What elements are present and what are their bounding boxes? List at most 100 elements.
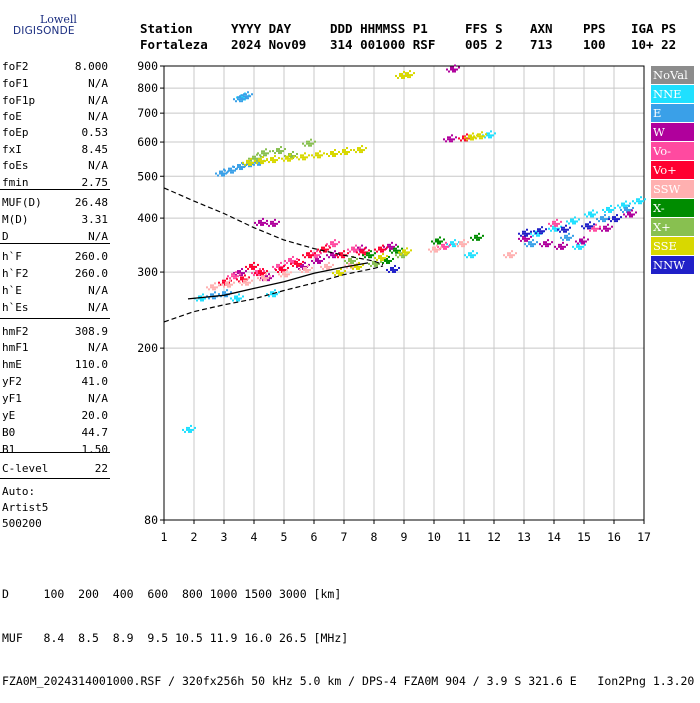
param-label: h`F2 (2, 267, 29, 280)
param-hme: hmE 110.0 (2, 358, 108, 372)
header-line1-field-3: FFS S (465, 21, 503, 36)
data-point-w (233, 268, 247, 277)
param-value: 44.7 (81, 426, 109, 439)
y-tick-label: 300 (137, 265, 158, 279)
data-point-nne (230, 293, 244, 302)
data-point-vo- (254, 268, 268, 277)
data-point-nnw (581, 221, 595, 230)
data-point-vo- (326, 239, 340, 248)
param-fof1p: foF1p N/A (2, 94, 108, 108)
x-tick-label: 9 (401, 530, 408, 544)
param-divider (0, 243, 110, 244)
data-point-sse (332, 268, 346, 277)
param-fof1: foF1 N/A (2, 77, 108, 91)
x-tick-label: 17 (637, 530, 651, 544)
legend-x-: X+ (651, 218, 694, 236)
model-profile-lower (163, 265, 384, 323)
data-point-w (518, 233, 532, 242)
param-value: 2.75 (81, 176, 109, 189)
data-point-sse (296, 152, 310, 161)
param-value: 3.31 (81, 213, 109, 226)
x-tick-label: 3 (221, 530, 228, 544)
param-h-f2: h`F2 260.0 (2, 267, 108, 281)
param-value: 41.0 (81, 375, 109, 388)
legend-noval: NoVal (651, 66, 694, 84)
data-point-x- (257, 148, 271, 157)
data-point-nne (566, 216, 580, 225)
x-tick-label: 8 (371, 530, 378, 544)
data-point-sse (311, 150, 325, 159)
header-line2-field-5: 100 (583, 37, 606, 52)
data-point-w (623, 209, 637, 218)
param-label: hmE (2, 358, 22, 371)
legend-ssw: SSW (651, 180, 694, 198)
logo-digisonde: DIGISONDE (13, 25, 75, 37)
param-value: 8.000 (74, 60, 108, 73)
header-line1-field-5: PPS (583, 21, 606, 36)
data-point-ssw (428, 244, 442, 253)
data-point-vo- (374, 244, 388, 253)
param-label: hmF1 (2, 341, 29, 354)
data-point-x- (362, 250, 376, 259)
param-value: 8.45 (81, 143, 109, 156)
data-point-sse (374, 253, 388, 262)
auto-title: Auto: (2, 485, 36, 498)
data-point-nne (584, 209, 598, 218)
header-line2-field-6: 10+ 22 (631, 37, 677, 52)
footer: D 100 200 400 600 800 1000 1500 3000 [km… (2, 558, 694, 703)
x-tick-label: 4 (251, 530, 258, 544)
y-tick-label: 800 (137, 81, 158, 95)
x-tick-label: 10 (427, 530, 441, 544)
data-point-vo- (227, 271, 241, 280)
data-point-sse (401, 70, 415, 79)
data-point-vo- (347, 244, 361, 253)
data-point-e (560, 232, 574, 241)
data-point-w (254, 217, 268, 226)
logo-lowell: Lowell (40, 13, 77, 26)
legend-nne: NNE (651, 85, 694, 103)
param-value: 26.48 (74, 196, 108, 209)
y-tick-label: 600 (137, 135, 158, 149)
param-ye: yE 20.0 (2, 409, 108, 423)
data-point-sse (353, 145, 367, 154)
param-value: N/A (88, 77, 108, 90)
x-tick-label: 5 (281, 530, 288, 544)
param-b0: B0 44.7 (2, 426, 108, 440)
param-h-es: h`Es N/A (2, 301, 108, 315)
x-tick-label: 14 (547, 530, 561, 544)
footer-muf-row: MUF 8.4 8.5 8.9 9.5 10.5 11.9 16.0 26.5 … (2, 630, 349, 645)
y-tick-label: 80 (144, 513, 158, 527)
param-label: yF2 (2, 375, 22, 388)
data-point-sse (398, 247, 412, 256)
param-label: C-level (2, 462, 49, 475)
param-value: N/A (88, 94, 108, 107)
param-yf1: yF1 N/A (2, 392, 108, 406)
param-label: foE (2, 110, 22, 123)
param-label: D (2, 230, 9, 243)
data-point-ssw (206, 282, 220, 291)
param-label: foF2 (2, 60, 29, 73)
header-line2-field-1: 2024 Nov09 (231, 37, 307, 52)
y-tick-label: 400 (137, 211, 158, 225)
param-value: 22 (94, 462, 108, 475)
param-label: yE (2, 409, 16, 422)
data-point-vo- (317, 244, 331, 253)
param-label: fmin (2, 176, 29, 189)
header-line2-field-0: Fortaleza (140, 37, 208, 52)
y-tick-label: 200 (137, 341, 158, 355)
x-tick-label: 11 (457, 530, 471, 544)
param-muf-d-: MUF(D) 26.48 (2, 196, 108, 210)
data-point-w (443, 134, 457, 143)
param-label: M(D) (2, 213, 29, 226)
data-point-x- (431, 236, 445, 245)
param-foe: foE N/A (2, 110, 108, 124)
data-point-sse (473, 131, 487, 140)
data-point-e (524, 239, 538, 248)
data-point-sse (266, 155, 280, 164)
data-point-e (224, 165, 238, 174)
param-divider (0, 478, 110, 479)
data-point-vo- (290, 258, 304, 267)
data-point-nne (632, 196, 646, 205)
x-tick-label: 1 (161, 530, 168, 544)
header-line1-field-2: DDD HHMMSS P1 (330, 21, 428, 36)
